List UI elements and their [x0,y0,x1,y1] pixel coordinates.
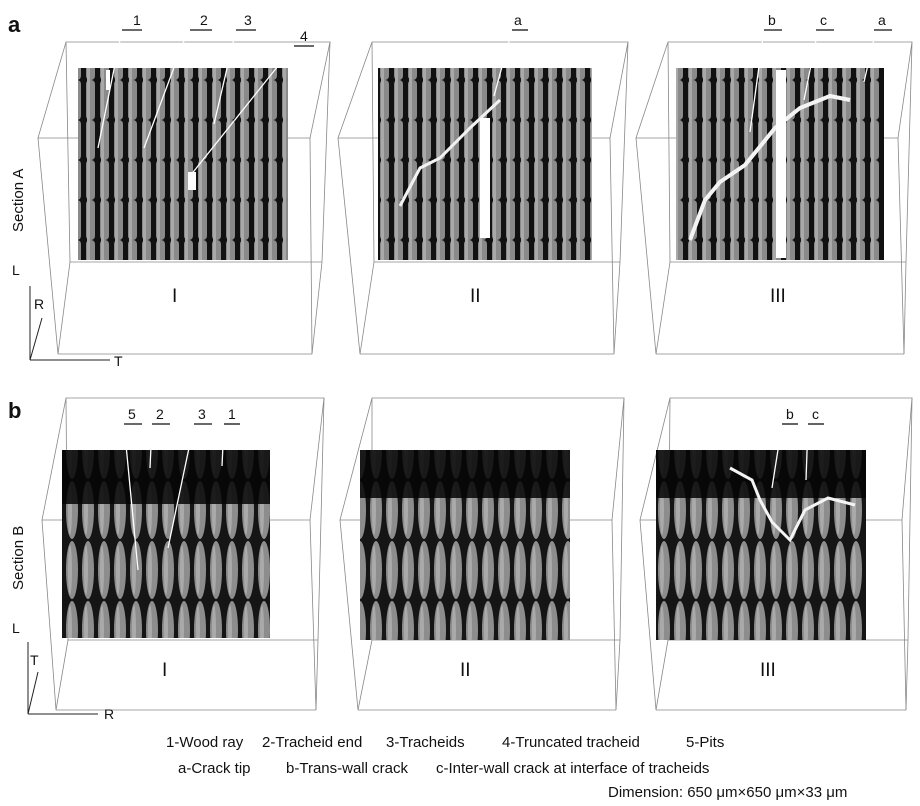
panel-b-callout-5: 5 [128,406,136,422]
panel-a-callout-b: b [768,12,776,28]
panel-a-stage-2-label: II [470,286,481,307]
panel-b-axis-t: T [30,652,39,668]
panel-b-stage-2-label: II [460,660,471,681]
legend-item-2: 2-Tracheid end [262,734,363,751]
panel-a-callout-a-stage2: a [514,12,522,28]
legend-dimension: Dimension: 650 μm×650 μm×33 μm [608,784,848,801]
legend-item-c: c-Inter-wall crack at interface of trach… [436,760,710,777]
panel-b-callout-b: b [786,406,794,422]
legend-item-b: b-Trans-wall crack [286,760,408,777]
panel-a-letter: a [8,12,21,37]
panel-a-callout-2: 2 [200,12,208,28]
panel-b-stage-1-label: I [162,660,168,681]
panel-b-letter: b [8,398,22,423]
panel-a-stage-3-label: III [770,286,786,307]
panel-b-axis-r: R [104,706,115,722]
panel-b-callout-c: c [812,406,819,422]
panel-a-axis-l: L [12,262,20,278]
panel-a-callout-ticks [122,29,892,47]
panel-a-section-label: Section A [10,168,27,232]
panel-a-stage-1-volume [37,41,331,355]
panel-b-stage-3-volume [639,397,913,711]
panel-a-callout-1: 1 [133,12,141,28]
legend-item-1: 1-Wood ray [166,734,244,751]
panel-a-callout-4: 4 [300,28,308,44]
panel-a-stage-1-label: I [172,286,178,307]
panel-b-callout-1: 1 [228,406,236,422]
panel-b-stage-3-label: III [760,660,776,681]
panel-b-callout-2: 2 [156,406,164,422]
panel-a-stage-1-image [78,68,288,260]
panel-a-axes [29,286,110,361]
panel-b-section-label: Section B [10,525,27,590]
panel-b-callout-3: 3 [198,406,206,422]
legend-item-5: 5-Pits [686,734,725,751]
panel-b-axis-l: L [12,620,20,636]
panel-a-stage-3-volume [635,41,913,355]
panel-a [37,41,913,355]
panel-b-stage-1-volume [41,397,325,711]
panel-a-callout-a-stage3: a [878,12,886,28]
panel-b-axes [27,642,98,715]
panel-a-callout-c: c [820,12,827,28]
legend-item-4: 4-Truncated tracheid [502,734,640,751]
legend-item-3: 3-Tracheids [386,734,465,751]
panel-a-axis-t: T [114,353,123,369]
panel-a-stage-2-volume [337,41,629,355]
panel-b [41,397,913,711]
panel-a-axis-r: R [34,296,45,312]
panel-a-callout-3: 3 [244,12,252,28]
legend-item-a: a-Crack tip [178,760,251,777]
